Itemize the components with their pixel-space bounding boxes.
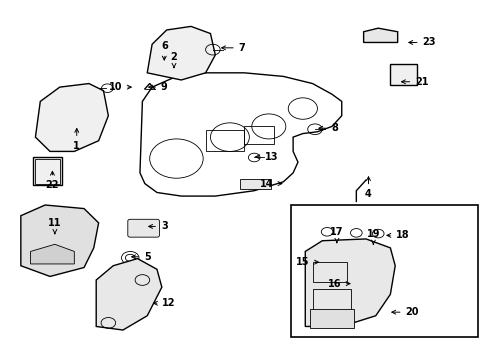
PathPatch shape xyxy=(30,244,74,264)
Text: 23: 23 xyxy=(408,37,435,48)
Text: 18: 18 xyxy=(386,230,408,240)
Text: 17: 17 xyxy=(329,227,343,243)
Text: 16: 16 xyxy=(327,279,349,289)
PathPatch shape xyxy=(363,28,397,42)
Text: 7: 7 xyxy=(221,43,245,53)
Text: 4: 4 xyxy=(365,177,371,199)
Text: 22: 22 xyxy=(45,171,59,190)
Text: 11: 11 xyxy=(48,218,61,234)
Bar xyxy=(290,205,477,337)
Text: 21: 21 xyxy=(401,77,428,87)
Bar xyxy=(312,262,346,282)
PathPatch shape xyxy=(96,258,162,330)
Text: 19: 19 xyxy=(366,229,379,244)
Bar xyxy=(309,309,353,328)
Bar xyxy=(33,157,62,185)
PathPatch shape xyxy=(35,84,108,152)
Text: 10: 10 xyxy=(109,82,131,92)
FancyBboxPatch shape xyxy=(127,219,159,237)
Text: 12: 12 xyxy=(153,298,176,308)
PathPatch shape xyxy=(305,239,394,327)
Bar xyxy=(312,289,351,310)
PathPatch shape xyxy=(21,205,99,276)
Bar xyxy=(244,126,273,144)
PathPatch shape xyxy=(147,26,215,80)
Text: 20: 20 xyxy=(391,307,418,317)
Text: 1: 1 xyxy=(73,129,80,151)
Text: 9: 9 xyxy=(148,82,167,92)
Bar xyxy=(389,64,416,85)
Text: 2: 2 xyxy=(170,52,177,68)
Text: 5: 5 xyxy=(131,252,150,262)
Text: 15: 15 xyxy=(296,257,318,267)
Circle shape xyxy=(350,229,362,237)
Bar xyxy=(239,179,271,189)
Bar xyxy=(205,130,244,152)
Text: 14: 14 xyxy=(259,179,282,189)
PathPatch shape xyxy=(140,73,341,196)
Bar xyxy=(35,158,60,184)
Text: 3: 3 xyxy=(148,221,167,231)
Text: 6: 6 xyxy=(161,41,167,60)
Circle shape xyxy=(372,229,383,238)
Text: 13: 13 xyxy=(255,152,277,162)
Circle shape xyxy=(321,228,332,236)
Text: 8: 8 xyxy=(318,123,337,133)
